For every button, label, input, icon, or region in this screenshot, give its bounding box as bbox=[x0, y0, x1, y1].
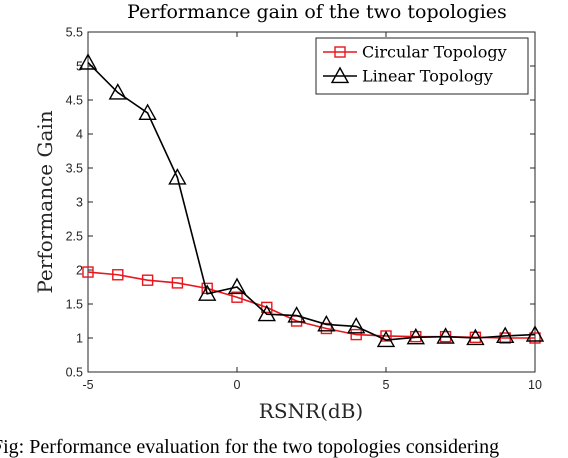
y-tick-label: 3.5 bbox=[66, 162, 83, 176]
legend-label-linear-topology: Linear Topology bbox=[362, 67, 493, 86]
data-point-linear-topology bbox=[138, 103, 157, 121]
y-tick-label: 2.5 bbox=[66, 230, 83, 244]
data-point-circular-topology bbox=[141, 274, 154, 286]
data-point-linear-topology bbox=[227, 277, 247, 295]
data-point-linear-topology bbox=[347, 316, 366, 334]
series-linear-topology bbox=[78, 53, 545, 348]
x-tick-label: -5 bbox=[82, 378, 93, 392]
y-tick-label: 3 bbox=[76, 196, 83, 210]
data-point-circular-topology bbox=[261, 301, 273, 314]
data-point-linear-topology bbox=[376, 330, 396, 348]
x-axis-label: RSNR(dB) bbox=[259, 399, 363, 423]
chart-title: Performance gain of the two topologies bbox=[127, 1, 507, 23]
data-point-linear-topology bbox=[436, 327, 455, 344]
series-line-linear-topology bbox=[87, 62, 536, 341]
data-point-circular-topology bbox=[112, 269, 124, 281]
y-tick-label: 1.5 bbox=[66, 298, 83, 312]
y-axis-label: Performance Gain bbox=[33, 110, 57, 293]
legend-marker-linear-topology bbox=[330, 66, 350, 84]
data-point-circular-topology bbox=[320, 322, 333, 335]
legend-entry-linear-topology: Linear Topology bbox=[323, 67, 493, 86]
data-point-linear-topology bbox=[168, 168, 187, 185]
x-tick-label: 5 bbox=[383, 378, 390, 392]
data-point-linear-topology bbox=[496, 326, 515, 344]
x-axis: -5 0 5 10 bbox=[82, 32, 542, 392]
x-tick-label: 0 bbox=[234, 378, 241, 392]
figure-caption: Fig: Performance evaluation for the two … bbox=[0, 436, 568, 458]
y-axis: 0.5 1 1.5 2 2.5 3 3.5 4 4.5 5 5.5 bbox=[66, 26, 535, 380]
x-tick-label: 10 bbox=[528, 378, 542, 392]
legend-entry-circular-topology: Circular Topology bbox=[323, 43, 507, 62]
y-tick-label: 2 bbox=[76, 264, 83, 278]
legend-label-circular-topology: Circular Topology bbox=[362, 43, 507, 62]
data-point-linear-topology bbox=[257, 304, 276, 322]
data-point-circular-topology bbox=[231, 291, 243, 303]
data-point-circular-topology bbox=[82, 266, 94, 278]
y-tick-label: 1 bbox=[76, 332, 83, 346]
data-point-linear-topology bbox=[525, 325, 545, 342]
data-point-linear-topology bbox=[198, 284, 217, 301]
legend: Circular Topology Linear Topology bbox=[315, 37, 529, 95]
data-point-linear-topology bbox=[406, 327, 425, 345]
y-tick-label: 4 bbox=[76, 128, 83, 142]
data-point-linear-topology bbox=[317, 314, 336, 332]
legend-box bbox=[315, 37, 529, 95]
data-point-linear-topology bbox=[78, 53, 98, 70]
data-point-circular-topology bbox=[171, 277, 184, 289]
y-tick-label: 5.5 bbox=[66, 26, 83, 40]
legend-marker-circular-topology bbox=[334, 46, 346, 58]
caption-text: Fig: Performance evaluation for the two … bbox=[0, 436, 500, 458]
series-layer bbox=[78, 53, 545, 348]
data-point-linear-topology bbox=[466, 328, 485, 346]
y-tick-label: 0.5 bbox=[66, 366, 83, 380]
y-tick-label: 5 bbox=[76, 60, 83, 74]
data-point-circular-topology bbox=[350, 328, 362, 341]
data-point-circular-topology bbox=[529, 332, 541, 344]
y-tick-label: 4.5 bbox=[66, 94, 83, 108]
data-point-linear-topology bbox=[108, 83, 127, 100]
data-point-linear-topology bbox=[287, 306, 306, 323]
